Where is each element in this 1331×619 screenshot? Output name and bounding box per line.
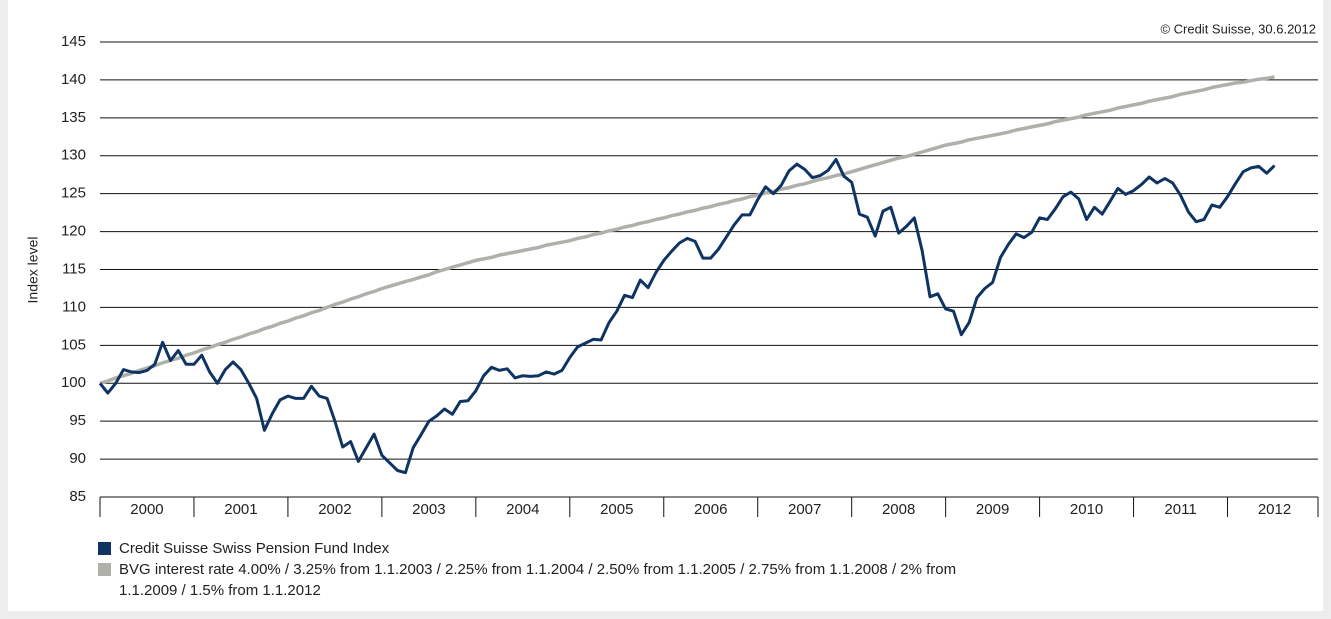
legend-swatch: [98, 542, 111, 555]
source: © Credit Suisse, 30.6.2012: [1160, 21, 1316, 36]
x-tick-label: 2010: [1070, 501, 1103, 518]
x-tick-label: 2001: [224, 501, 257, 518]
y-tick-label: 95: [69, 412, 86, 429]
y-tick-label: 100: [61, 374, 86, 391]
x-tick-label: 2005: [600, 501, 633, 518]
x-tick-label: 2006: [694, 501, 727, 518]
y-tick-label: 90: [69, 450, 86, 467]
x-tick-label: 2007: [788, 501, 821, 518]
legend: Credit Suisse Swiss Pension Fund Index BV…: [98, 538, 1018, 601]
series-line: [99, 75, 1275, 385]
y-tick-label: 85: [69, 488, 86, 505]
y-tick-label: 120: [61, 223, 86, 240]
y-tick-label: 125: [61, 185, 86, 202]
y-tick-label: 110: [62, 298, 86, 315]
y-axis-label: Index level: [25, 237, 41, 304]
y-tick-label: 130: [61, 147, 86, 164]
legend-label: BVG interest rate 4.00% / 3.25% from 1.1…: [119, 561, 957, 599]
panel: [8, 0, 1323, 611]
x-tick-label: 2008: [882, 501, 915, 518]
x-tick-label: 2012: [1258, 501, 1291, 518]
legend-item: BVG interest rate 4.00% / 3.25% from 1.1…: [98, 559, 1018, 601]
y-tick-label: 115: [62, 260, 86, 277]
x-tick-label: 2000: [130, 501, 163, 518]
x-tick-label: 2002: [318, 501, 351, 518]
chart: © Credit Suisse, 30.6.2012 Index level 8…: [25, 21, 1319, 518]
x-tick-label: 2011: [1164, 501, 1196, 518]
y-tick-label: 145: [61, 33, 86, 50]
y-tick-label: 105: [61, 336, 86, 353]
y-tick-label: 135: [61, 109, 86, 126]
legend-item: Credit Suisse Swiss Pension Fund Index: [98, 538, 1018, 559]
series-line: [98, 158, 1276, 475]
legend-swatch: [98, 563, 111, 576]
x-tick-label: 2009: [976, 501, 1009, 518]
x-tick-label: 2004: [506, 501, 539, 518]
legend-label: Credit Suisse Swiss Pension Fund Index: [119, 540, 390, 557]
x-tick-label: 2003: [412, 501, 445, 518]
y-tick-label: 140: [61, 71, 86, 88]
